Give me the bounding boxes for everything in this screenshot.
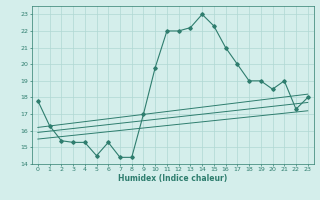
X-axis label: Humidex (Indice chaleur): Humidex (Indice chaleur)	[118, 174, 228, 183]
